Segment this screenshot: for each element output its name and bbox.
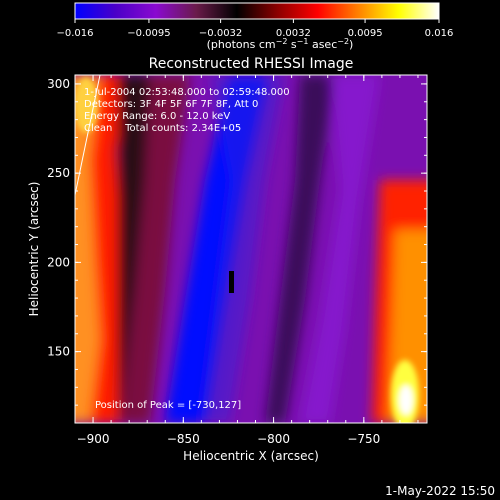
colorbar: [74, 2, 440, 20]
colorbar-tick-label: 0.0095: [348, 28, 383, 39]
y-tick-label: 250: [47, 166, 70, 180]
peak-position-label: Position of Peak = [-730,127]: [95, 400, 241, 411]
plot-image: [75, 75, 427, 423]
x-tick-label: −800: [257, 432, 290, 446]
y-tick-label: 200: [47, 255, 70, 269]
chart-title: Reconstructed RHESSI Image: [149, 56, 354, 72]
y-axis-ticks: 150 200 250 300: [47, 77, 427, 424]
colorbar-tick-label: −0.0095: [127, 28, 170, 39]
plot-frame: [74, 74, 428, 424]
x-axis-ticks: −900 −850 −800 −750: [74, 75, 419, 446]
source-marker: [229, 271, 234, 293]
colorbar-tick-label: 0.0032: [276, 28, 311, 39]
colorbar-ticks: −0.016 −0.0095 −0.0032 0.0032 0.0095 0.016: [56, 19, 453, 39]
colorbar-tick-label: −0.0032: [199, 28, 242, 39]
annotation-block: 1-Jul-2004 02:53:48.000 to 02:59:48.000 …: [84, 87, 290, 134]
x-tick-label: −750: [347, 432, 380, 446]
annotation-line: Clean Total counts: 2.34E+05: [84, 123, 241, 134]
annotation-line: Energy Range: 6.0 - 12.0 keV: [84, 111, 230, 122]
x-tick-label: −850: [167, 432, 200, 446]
y-tick-label: 150: [47, 345, 70, 359]
colorbar-unit-label: (photons cm−2 s−1 asec−2): [207, 37, 354, 51]
y-axis-label: Heliocentric Y (arcsec): [27, 182, 41, 317]
date-stamp: 1-May-2022 15:50: [385, 484, 495, 498]
x-tick-label: −900: [77, 432, 110, 446]
annotation-line: 1-Jul-2004 02:53:48.000 to 02:59:48.000: [84, 87, 290, 98]
x-axis-label: Heliocentric X (arcsec): [183, 449, 319, 463]
colorbar-tick-label: 0.016: [425, 28, 454, 39]
annotation-line: Detectors: 3F 4F 5F 6F 7F 8F, Att 0: [84, 99, 258, 110]
limb-line: [75, 75, 101, 196]
y-tick-label: 300: [47, 77, 70, 91]
colorbar-tick-label: −0.016: [56, 28, 93, 39]
